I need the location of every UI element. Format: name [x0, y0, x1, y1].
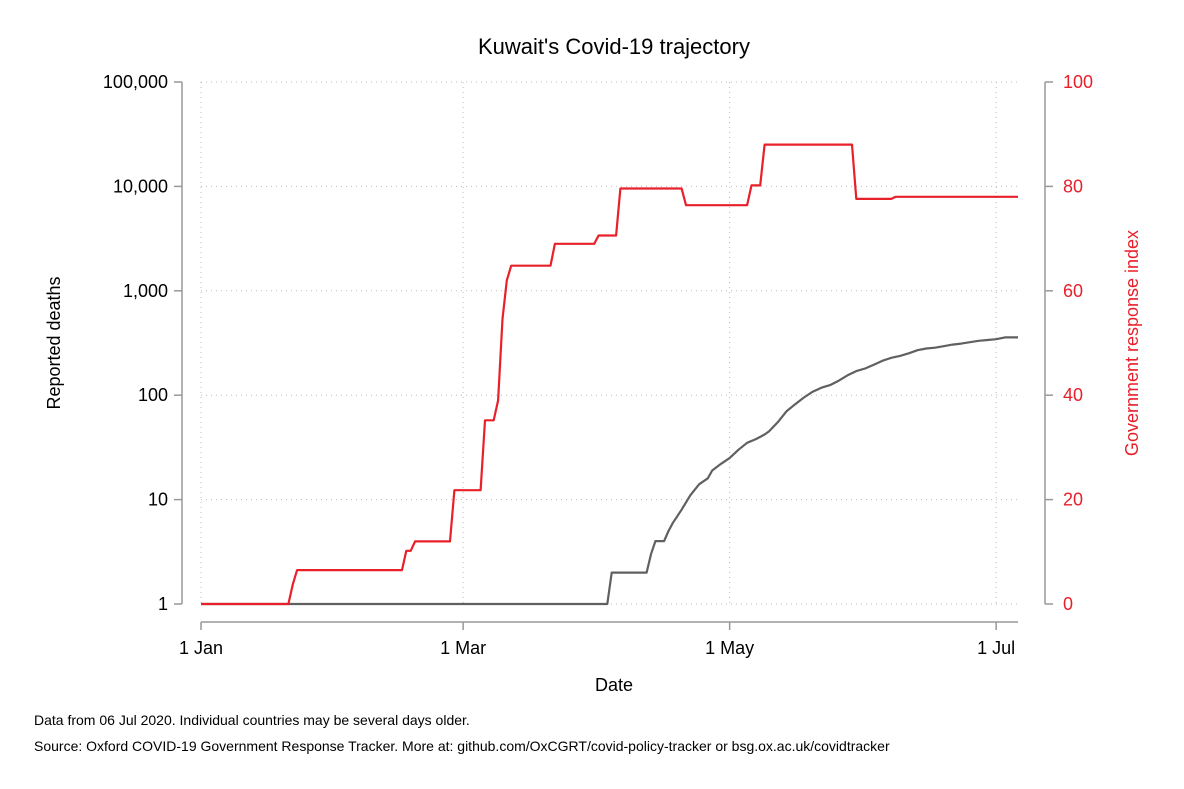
- y-left-tick-label: 10,000: [113, 176, 168, 196]
- y-axis-left-label: Reported deaths: [44, 276, 64, 409]
- y-right-tick-label: 0: [1063, 594, 1073, 614]
- y-right-tick-label: 60: [1063, 281, 1083, 301]
- y-left-tick-label: 100,000: [103, 72, 168, 92]
- series: [201, 143, 1018, 606]
- y-right-tick-label: 100: [1063, 72, 1093, 92]
- y-left-tick-label: 1,000: [123, 281, 168, 301]
- x-tick-label: 1 Jan: [179, 638, 223, 658]
- y-right-tick-label: 40: [1063, 385, 1083, 405]
- deaths-series-line: [201, 336, 1018, 606]
- y-right-tick-label: 80: [1063, 176, 1083, 196]
- y-left-tick-label: 10: [148, 490, 168, 510]
- x-tick-label: 1 May: [705, 638, 754, 658]
- data-note: Data from 06 Jul 2020. Individual countr…: [34, 712, 470, 728]
- source-note: Source: Oxford COVID-19 Government Respo…: [34, 738, 890, 754]
- y-right-tick-label: 20: [1063, 490, 1083, 510]
- y-left-tick-label: 100: [138, 385, 168, 405]
- response-index-series-line: [201, 143, 1018, 606]
- x-tick-label: 1 Mar: [440, 638, 486, 658]
- y-left-tick-label: 1: [158, 594, 168, 614]
- axes: 1 10 100 1,000 10,000 100,000 0 20 40 60 80 100 1 Ja…: [103, 72, 1093, 658]
- chart: Kuwait's Covid-19 trajectory 1 10 100 1,000…: [44, 34, 1142, 695]
- y-axis-right-label: Government response index: [1122, 230, 1142, 456]
- x-axis-label: Date: [595, 675, 633, 695]
- chart-title: Kuwait's Covid-19 trajectory: [478, 34, 750, 59]
- grid: [200, 81, 1018, 605]
- x-tick-label: 1 Jul: [977, 638, 1015, 658]
